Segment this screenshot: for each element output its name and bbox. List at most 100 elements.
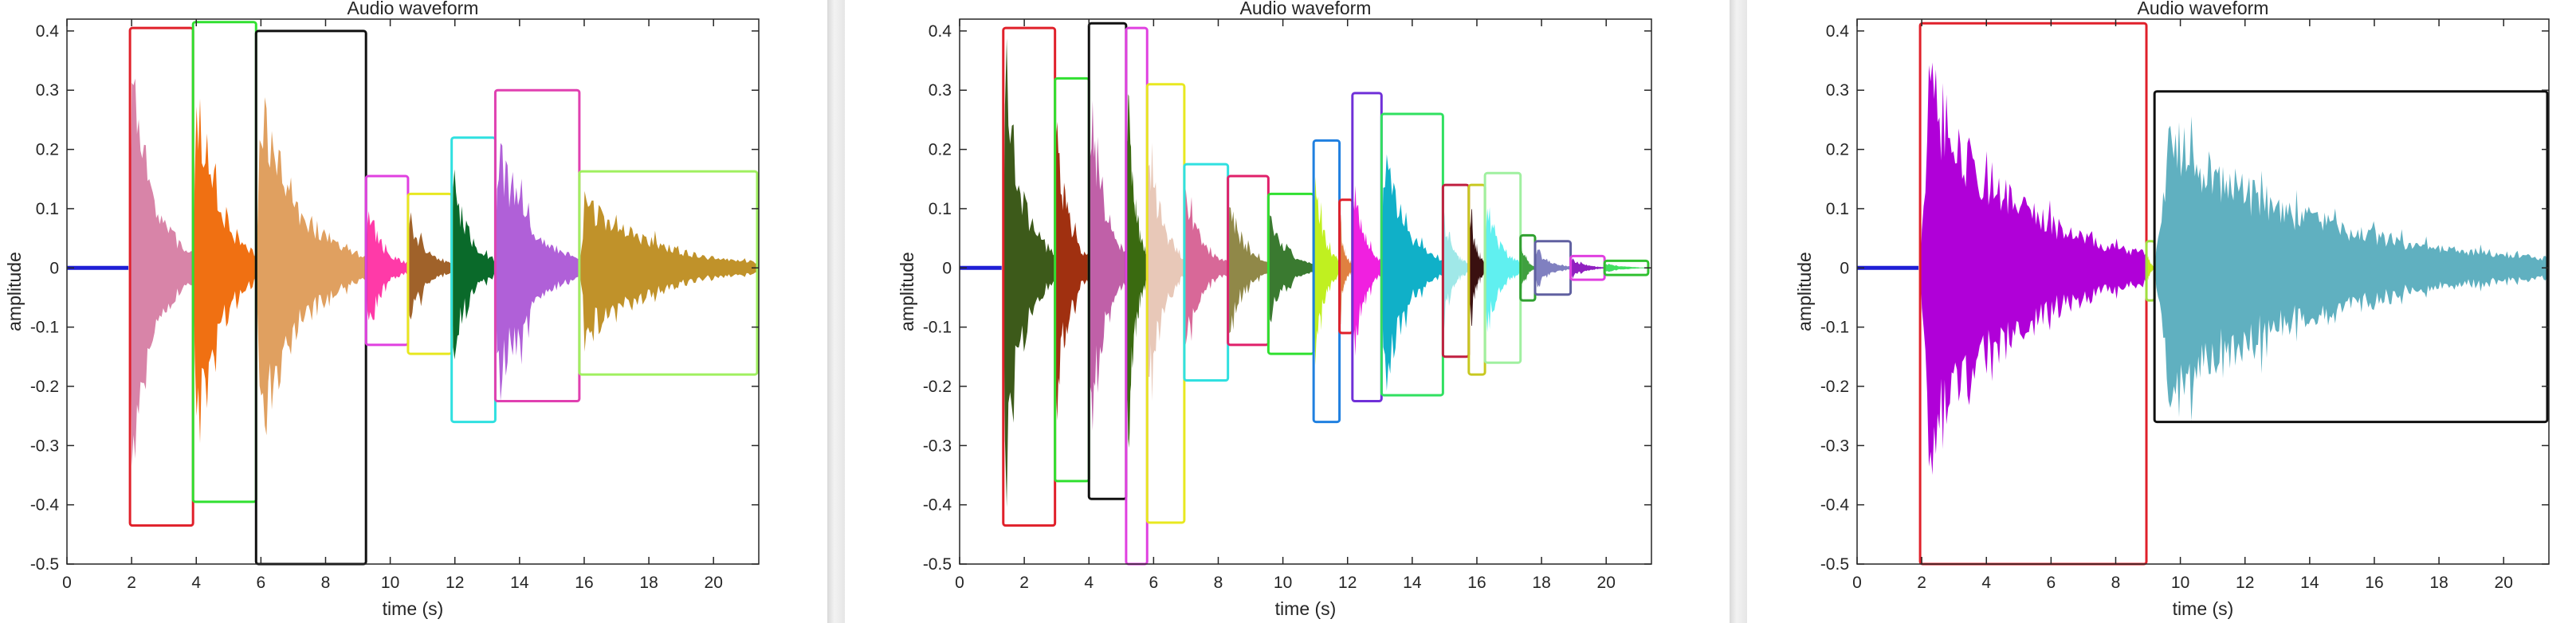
segment-box (2153, 90, 2549, 424)
y-tick-label: -0.4 (923, 496, 952, 515)
y-tick-label: -0.4 (1820, 496, 1850, 515)
waveform-segment (1520, 246, 1535, 292)
y-tick-label: -0.1 (30, 319, 59, 337)
x-tick-label: 10 (381, 574, 399, 592)
chart-title: Audio waveform (1240, 0, 1372, 18)
x-tick-label: 2 (127, 574, 136, 592)
chart-1: 0 2 4 6 8 10 12 14 16 18 20 0.4 0.3 0.2 0.1 0 -0.1 -0.2 -0… (4, 0, 760, 619)
waveform-segment (407, 212, 452, 320)
y-tick-label: -0.1 (923, 319, 952, 337)
waveform-segment (495, 143, 579, 402)
waveform-segment (1227, 207, 1269, 334)
x-tick-label: 8 (1214, 574, 1223, 592)
waveform-segment (193, 98, 257, 444)
y-tick-label: -0.5 (30, 555, 59, 574)
window-divider-2 (1730, 0, 1747, 623)
y-tick-label: 0.2 (36, 141, 59, 159)
waveform-segment (2146, 251, 2155, 284)
y-tick-label: 0.4 (1826, 22, 1850, 41)
x-tick-label: 2 (1019, 574, 1029, 592)
x-tick-label: 20 (705, 574, 723, 592)
x-tick-label: 4 (1981, 574, 1991, 592)
y-tick-label: 0.2 (1826, 141, 1849, 159)
y-tick-label: 0 (1840, 259, 1849, 277)
waveform-segment (1339, 214, 1353, 325)
y-tick-label: 0.3 (929, 81, 952, 100)
chart-title: Audio waveform (348, 0, 479, 18)
waveform-segment (1570, 258, 1605, 279)
x-tick-label: 18 (2429, 574, 2448, 592)
x-tick-label: 18 (1532, 574, 1550, 592)
x-tick-label: 20 (1597, 574, 1616, 592)
waveform-segment (1003, 38, 1055, 507)
x-tick-label: 12 (446, 574, 464, 592)
waveform-segment (366, 210, 408, 321)
waveform-segment (1268, 215, 1314, 323)
waveform-segment (1381, 154, 1443, 391)
axes-frame (66, 18, 760, 565)
y-tick-label: -0.5 (923, 555, 952, 574)
waveform-segment (130, 78, 194, 467)
x-axis-label: time (s) (383, 598, 444, 619)
x-tick-label: 8 (321, 574, 331, 592)
x-tick-label: 12 (1338, 574, 1357, 592)
waveform-segment (256, 97, 367, 436)
x-tick-label: 12 (2236, 574, 2254, 592)
y-tick-label: -0.2 (30, 378, 59, 396)
waveform-segment (1125, 94, 1148, 449)
x-axis-label: time (s) (2173, 598, 2234, 619)
x-tick-label: 14 (1403, 574, 1422, 592)
x-tick-label: 6 (257, 574, 266, 592)
x-tick-label: 4 (191, 574, 201, 592)
chart-3: 0 2 4 6 8 10 12 14 16 18 20 0.4 0.3 0.2 0.1 0 -0.1 -0.2 -0… (1794, 0, 2550, 619)
waveform-segment (1920, 62, 2146, 476)
waveform-segment (1352, 185, 1382, 356)
y-tick-label: 0.1 (36, 200, 59, 218)
waveform-segment (1314, 176, 1340, 366)
y-tick-label: -0.1 (1820, 319, 1849, 337)
axes-frame (959, 18, 1652, 565)
y-axis-label: amplitude (897, 252, 917, 331)
x-tick-label: 16 (575, 574, 593, 592)
x-tick-label: 4 (1084, 574, 1094, 592)
y-tick-label: -0.5 (1820, 555, 1849, 574)
y-axis-label: amplitude (4, 252, 25, 331)
waveform-segment (579, 190, 757, 352)
y-tick-label: 0.2 (929, 141, 952, 159)
waveform-segment (1443, 207, 1469, 335)
y-tick-label: 0.4 (36, 22, 60, 41)
x-tick-label: 0 (62, 574, 72, 592)
window-divider-1 (827, 0, 845, 623)
y-tick-label: 0.1 (1826, 200, 1849, 218)
waveform-segment (1535, 249, 1571, 288)
x-tick-label: 16 (1467, 574, 1486, 592)
waveform-segment (1468, 206, 1486, 329)
y-tick-label: -0.4 (30, 496, 60, 515)
axes-frame (1856, 18, 2550, 565)
x-tick-label: 10 (2171, 574, 2189, 592)
waveform-segment (451, 169, 496, 360)
y-tick-label: 0.1 (929, 200, 952, 218)
x-tick-label: 16 (2365, 574, 2383, 592)
y-tick-label: -0.2 (1820, 378, 1849, 396)
x-tick-label: 14 (2300, 574, 2319, 592)
x-tick-label: 0 (1852, 574, 1862, 592)
y-tick-label: 0.3 (36, 81, 59, 100)
waveform-segment (1184, 189, 1228, 345)
segment-box (578, 170, 759, 376)
chart-2: 0 2 4 6 8 10 12 14 16 18 20 0.4 0.3 0.2 0.1 0 -0.1 -0.2 -0… (897, 0, 1652, 619)
x-tick-label: 18 (639, 574, 658, 592)
waveform-segment (1147, 143, 1184, 402)
y-tick-label: -0.3 (30, 437, 59, 455)
waveform-segment (2154, 116, 2547, 421)
x-tick-label: 2 (1917, 574, 1926, 592)
y-tick-label: -0.2 (923, 378, 952, 396)
y-tick-label: 0 (942, 259, 952, 277)
x-tick-label: 14 (510, 574, 529, 592)
waveform-segment (1604, 264, 1648, 272)
waveform-segment (1485, 206, 1521, 333)
waveform-segment (1054, 121, 1090, 421)
y-tick-label: -0.3 (923, 437, 952, 455)
